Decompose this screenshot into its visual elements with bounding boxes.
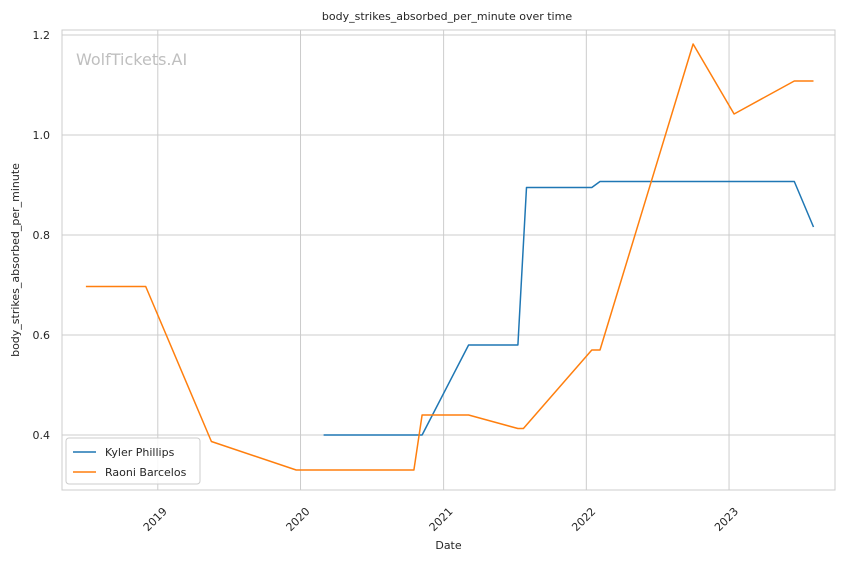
legend-box [65, 437, 201, 485]
plot-area [61, 29, 836, 491]
y-tick-label: 1.2 [33, 29, 51, 42]
grid-lines [62, 30, 835, 490]
x-tick-label: 2021 [427, 505, 456, 534]
y-axis-ticks: 0.4 0.6 0.8 1.0 1.2 [33, 29, 51, 442]
legend-label: Kyler Phillips [105, 446, 175, 459]
chart-title: body_strikes_absorbed_per_minute over ti… [322, 10, 572, 23]
x-tick-label: 2020 [284, 505, 313, 534]
x-tick-label: 2023 [712, 505, 741, 534]
y-tick-label: 0.6 [33, 329, 51, 342]
series-line [323, 180, 815, 436]
x-axis-label: Date [435, 539, 462, 552]
legend: Kyler Phillips Raoni Barcelos [65, 437, 201, 485]
series-line [85, 43, 814, 471]
x-tick-label: 2019 [141, 505, 170, 534]
y-axis-label: body_strikes_absorbed_per_minute [9, 163, 22, 357]
y-tick-label: 1.0 [33, 129, 51, 142]
x-tick-label: 2022 [569, 505, 598, 534]
x-axis-ticks: 2019 2020 2021 2022 2023 [141, 505, 741, 534]
legend-label: Raoni Barcelos [105, 466, 187, 479]
watermark-text: WolfTickets.AI [76, 50, 187, 69]
y-tick-label: 0.4 [33, 429, 51, 442]
series-lines [85, 43, 815, 471]
y-tick-label: 0.8 [33, 229, 51, 242]
